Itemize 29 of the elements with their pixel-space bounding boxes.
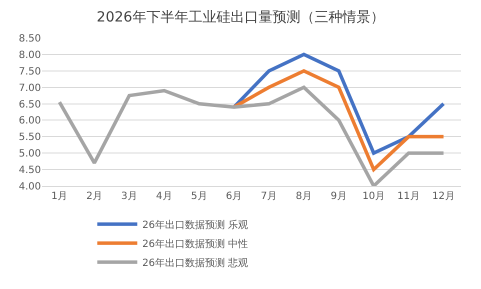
x-tick-label: 4月 <box>156 191 172 202</box>
y-tick-label: 5.50 <box>18 132 41 144</box>
x-tick-label: 6月 <box>226 191 242 202</box>
x-tick-label: 7月 <box>260 191 278 202</box>
y-tick-label: 6.00 <box>18 116 41 127</box>
legend-label: 26年出口数据预测 中性 <box>142 238 248 250</box>
y-tick-label: 5.00 <box>18 148 41 160</box>
line-series <box>58 86 446 186</box>
y-tick-label: 8.00 <box>18 50 41 61</box>
x-tick-label: 1月 <box>51 191 68 202</box>
y-tick-label: 7.00 <box>18 82 41 94</box>
x-tick-label: 8月 <box>296 191 312 202</box>
legend-label: 26年出口数据预测 悲观 <box>142 257 248 270</box>
line-series <box>232 69 446 172</box>
y-tick-label: 8.50 <box>18 34 41 44</box>
x-tick-label: 3月 <box>121 191 138 202</box>
x-tick-label: 11月 <box>397 191 420 202</box>
x-tick-label: 10月 <box>362 191 386 202</box>
y-tick-label: 7.50 <box>18 66 41 78</box>
y-tick-label: 6.50 <box>18 99 41 110</box>
x-tick-label: 12月 <box>432 191 455 202</box>
x-tick-label: 5月 <box>190 191 208 202</box>
x-tick-label: 2月 <box>86 191 103 202</box>
y-tick-label: 4.00 <box>18 182 41 192</box>
line-series <box>232 52 446 155</box>
chart-title: 2026年下半年工业硅出口量预测（三种情景） <box>96 9 384 26</box>
y-tick-label: 4.50 <box>18 165 41 176</box>
x-tick-label: 9月 <box>330 191 347 202</box>
legend-label: 26年出口数据预测 乐观 <box>142 219 248 232</box>
